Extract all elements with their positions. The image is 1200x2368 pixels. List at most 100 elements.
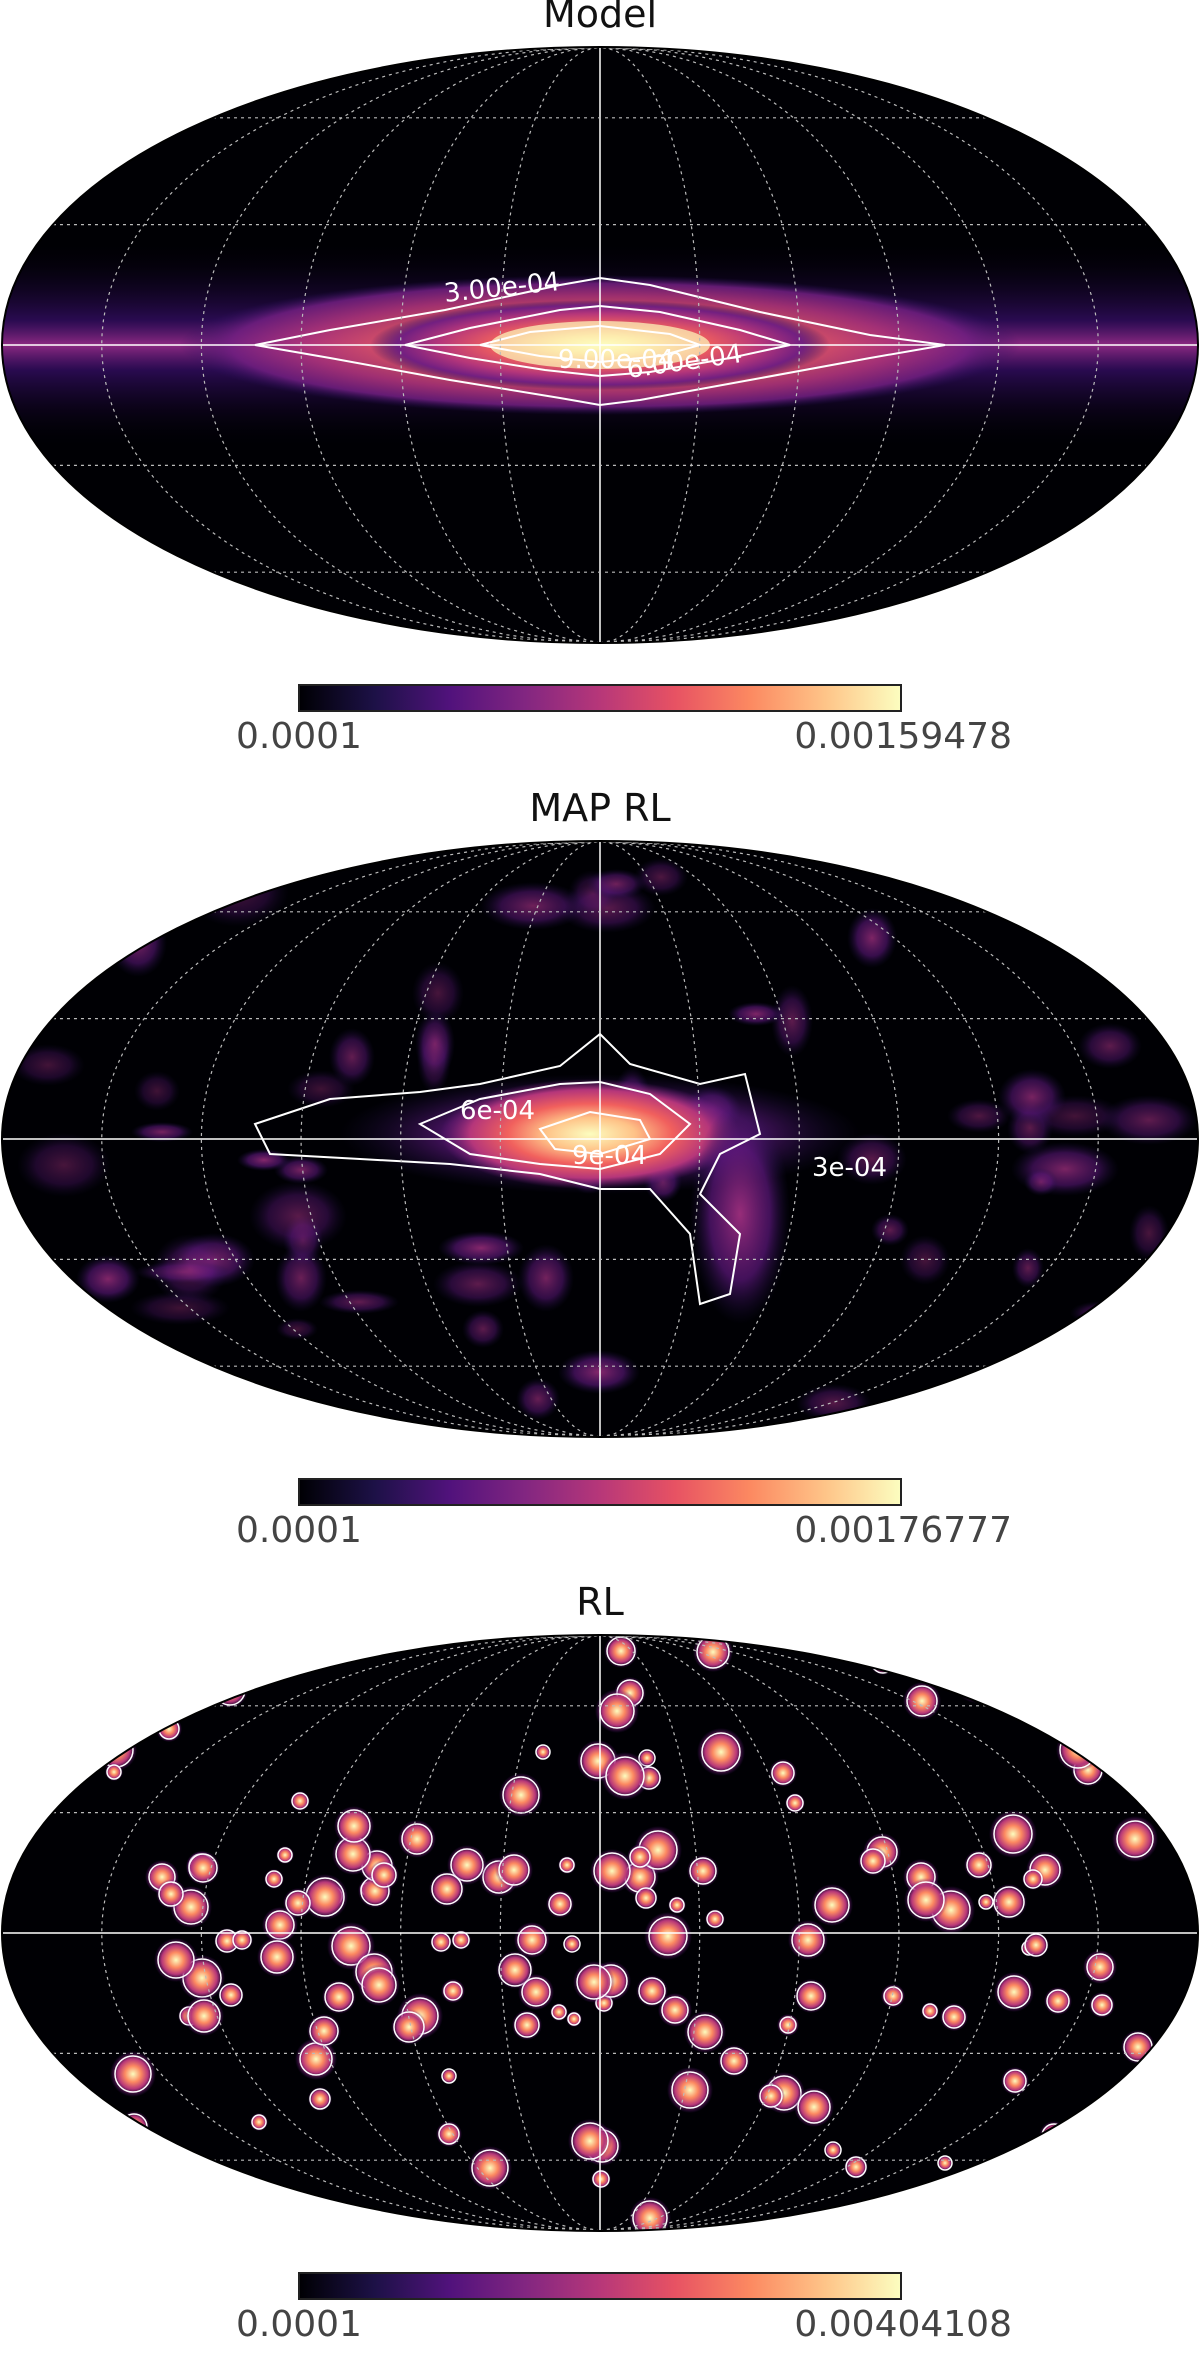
emission-spot — [451, 1930, 471, 1950]
emission-spot — [514, 1922, 550, 1958]
mollweide-map-map-rl: 6e-04 9e-04 3e-04 — [1, 840, 1199, 1438]
emission-spot — [186, 1851, 220, 1885]
emission-spot — [441, 2068, 457, 2084]
emission-blob — [1026, 1095, 1124, 1137]
contour-ring — [958, 1664, 994, 1700]
contour-ring — [635, 1887, 657, 1909]
emission-spot — [858, 1846, 888, 1876]
contour-ring — [1023, 1869, 1043, 1889]
contour-ring — [291, 1792, 309, 1810]
contour-ring — [576, 1964, 612, 2000]
emission-spot — [644, 1912, 692, 1960]
emission-spot — [687, 1855, 719, 1887]
emission-spot — [283, 1888, 313, 1918]
emission-blob — [771, 985, 813, 1057]
emission-spot — [994, 1972, 1034, 2012]
contour-ring — [942, 2005, 966, 2029]
contour-ring — [109, 1736, 127, 1754]
contour-ring — [438, 2123, 460, 2145]
contour-ring — [1086, 1953, 1114, 1981]
emission-spot — [903, 1682, 941, 1720]
emission-blob — [947, 1099, 1011, 1133]
contour-ring — [361, 1967, 397, 2003]
contour-ring — [701, 1732, 741, 1772]
colorbar-min-label: 0.0001 — [236, 1510, 362, 1551]
contour-ring — [814, 1887, 850, 1923]
emission-spot — [93, 2111, 111, 2129]
contour-ring — [720, 2047, 748, 2075]
meridian-line — [300, 46, 601, 644]
emission-spot — [794, 2087, 834, 2127]
contour-ring — [452, 1931, 470, 1949]
contour-ring — [450, 1848, 484, 1882]
contour-ring — [324, 1982, 354, 2012]
contour-ring — [514, 2012, 540, 2038]
emission-blob — [329, 1028, 375, 1086]
emission-spot — [811, 1884, 853, 1926]
emission-spot — [154, 1938, 198, 1982]
emission-spot — [1039, 2121, 1069, 2151]
emission-blob — [871, 1214, 909, 1246]
emission-spot — [468, 2146, 512, 2190]
emission-spot — [1022, 1868, 1044, 1890]
contour-ring — [187, 1999, 221, 2033]
emission-blob — [412, 962, 464, 1024]
emission-spot — [322, 1980, 356, 2014]
emission-spot — [334, 1806, 374, 1846]
contour-ring — [669, 1897, 685, 1913]
graticule — [2, 840, 1198, 1438]
emission-blob — [634, 858, 688, 896]
contour-ring — [401, 1823, 433, 1855]
emission-spot — [495, 1851, 533, 1889]
contour-ring — [1003, 2069, 1027, 2093]
emission-spot — [667, 2067, 713, 2113]
emission-blob — [112, 884, 154, 920]
contour-ring — [331, 1926, 371, 1966]
emission-blob — [847, 908, 897, 968]
emission-spot — [436, 2121, 462, 2147]
emission-blob — [76, 1255, 140, 1303]
mollweide-map-rl — [1, 1634, 1199, 2232]
emission-blob — [796, 1384, 872, 1422]
emission-blob — [518, 1244, 574, 1312]
emission-spot — [937, 2155, 953, 2171]
emission-blob — [728, 1002, 784, 1026]
emission-spot — [160, 2145, 188, 2173]
emission-spot — [512, 2010, 542, 2040]
contour-ring — [277, 1847, 293, 1863]
emission-spot — [429, 1871, 465, 1907]
emission-spot — [757, 2082, 785, 2110]
contour-ring — [232, 1930, 252, 1950]
contour-ring — [906, 1685, 938, 1717]
emission-spot — [693, 1635, 733, 1672]
contour-ring — [1024, 1933, 1048, 1957]
emission-spot — [430, 1931, 452, 1953]
emission-spot — [218, 1982, 244, 2008]
contour-ring — [629, 1846, 651, 1868]
contour-ring — [471, 2149, 509, 2187]
contour-ring — [567, 2012, 581, 2026]
emission-blob — [249, 1181, 347, 1251]
emission-spot — [535, 1744, 551, 1760]
contour-ring — [548, 1892, 572, 1916]
contour-ring — [559, 1857, 575, 1873]
contour-ring — [860, 1848, 886, 1874]
emission-spot — [358, 1964, 400, 2006]
emission-spot — [1044, 1987, 1072, 2015]
emission-spot — [991, 1884, 1027, 1920]
contour-ring — [219, 1983, 243, 2007]
colorbar-max-label: 0.00159478 — [794, 716, 1012, 757]
emission-spot — [904, 1878, 948, 1922]
emission-blob — [1100, 1095, 1198, 1145]
emission-spot — [156, 1879, 186, 1909]
emission-spot — [824, 2141, 842, 2159]
contour-ring — [997, 1975, 1031, 2009]
emission-blob — [462, 1310, 504, 1348]
emission-blob — [131, 1122, 193, 1142]
contour-ring — [1080, 2184, 1102, 2206]
contour-ring — [671, 2071, 709, 2109]
contour-ring — [779, 2016, 797, 2034]
panel-model: Model — [0, 0, 1200, 780]
emission-spot — [785, 1793, 805, 1813]
emission-blob — [185, 853, 263, 877]
